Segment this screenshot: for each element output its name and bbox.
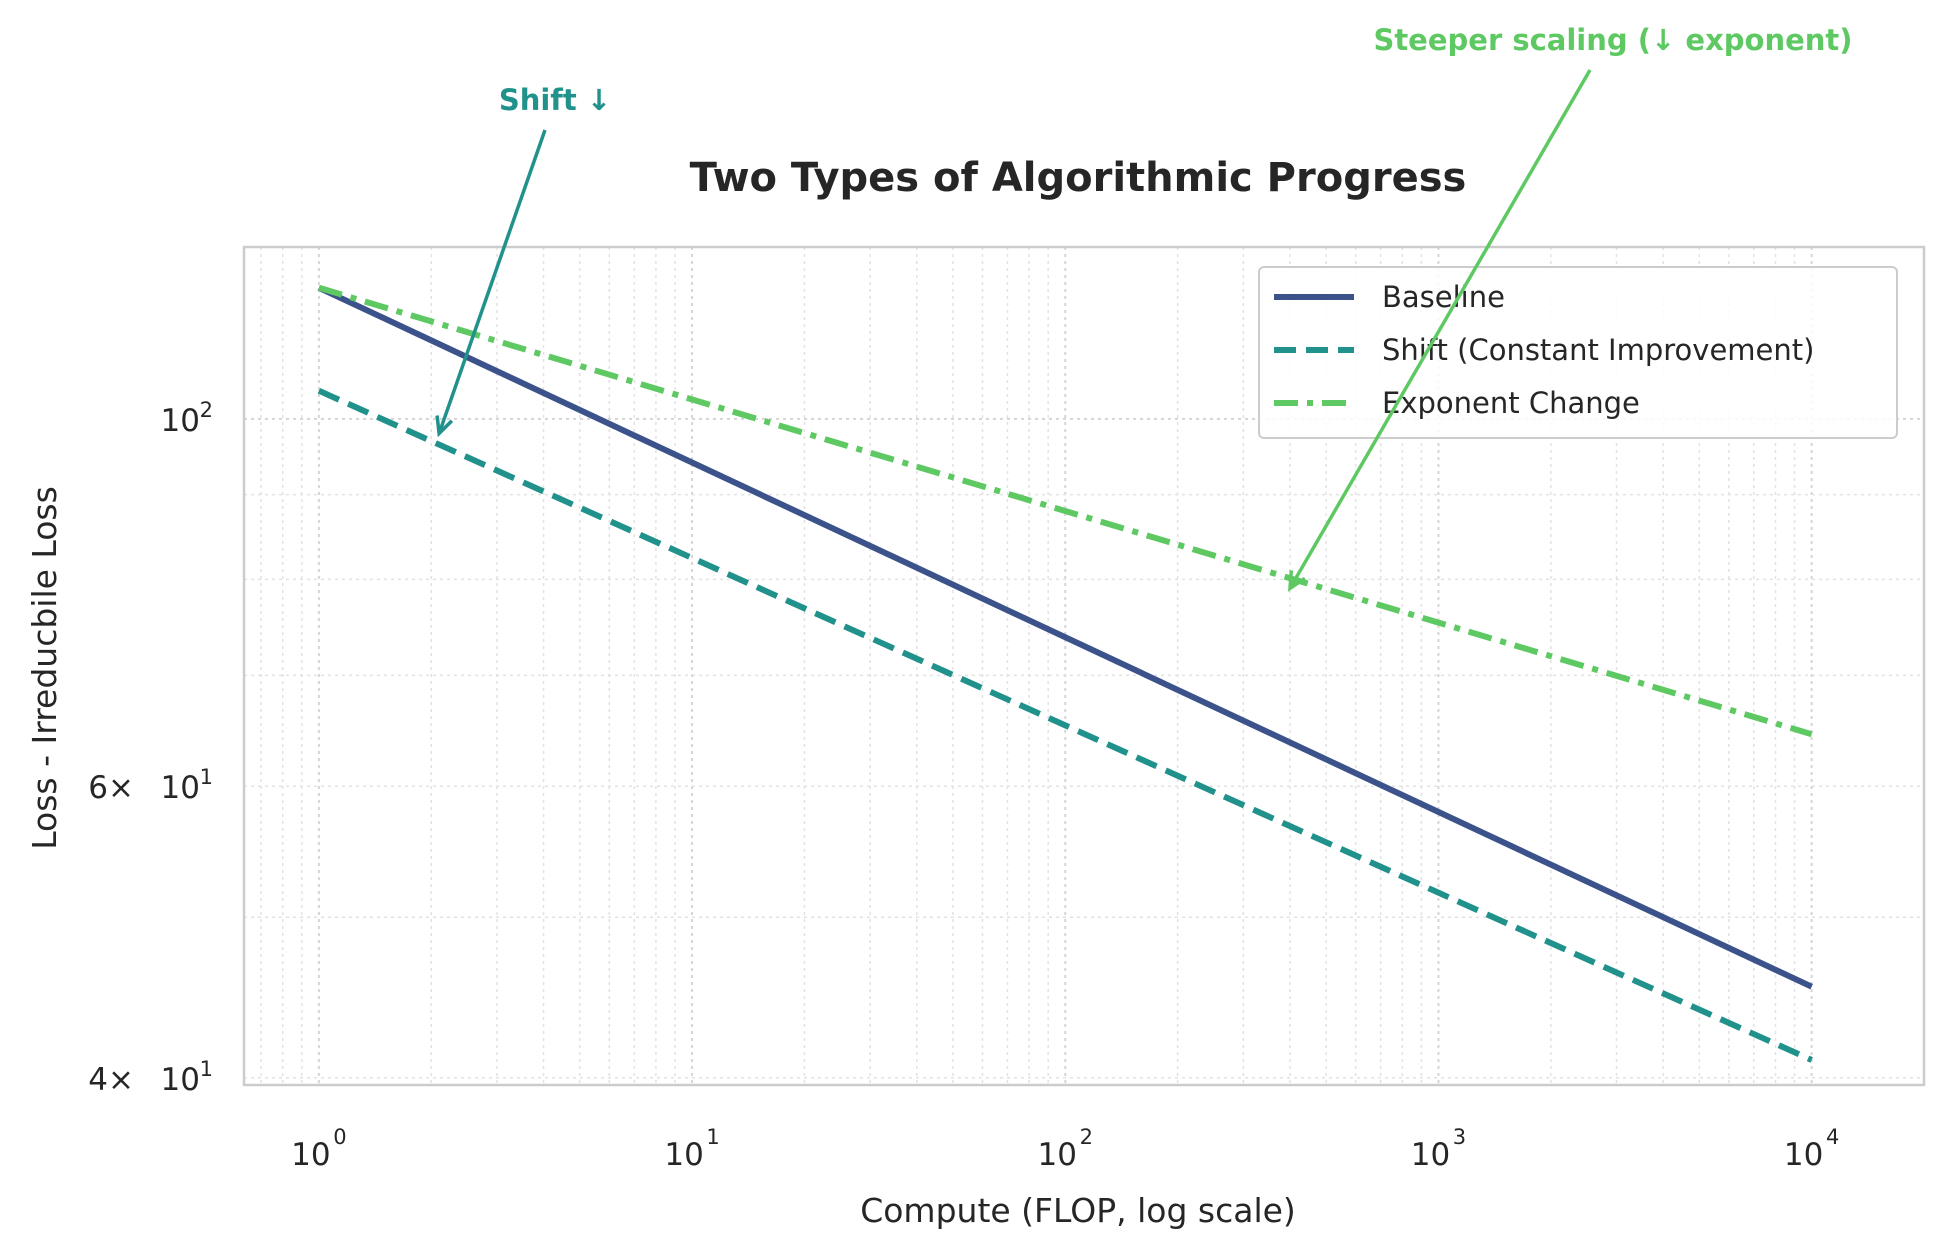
- y-tick-label: 210: [161, 398, 213, 439]
- annotation-steeper-scaling-arrow: [1288, 69, 1592, 590]
- x-tick-exponent: 4: [1826, 1125, 1839, 1149]
- x-tick-exponent: 2: [1080, 1125, 1093, 1149]
- x-tick-base: 10: [1411, 1137, 1450, 1173]
- legend-label-shift: Shift (Constant Improvement): [1382, 333, 1814, 367]
- x-tick-label: 10 4: [1784, 1125, 1839, 1173]
- annotations: Shift ↓ Steeper scaling (↓ exponent): [435, 23, 1853, 592]
- y-axis-label: Loss - Irreducbile Loss: [25, 486, 64, 850]
- x-tick-base: 10: [1038, 1137, 1077, 1173]
- legend: Baseline Shift (Constant Improvement) Ex…: [1258, 266, 1898, 439]
- y-tick-exponent: 2: [200, 398, 213, 422]
- annotation-shift-arrowhead: [435, 415, 454, 438]
- y-tick-base: 10: [161, 1062, 200, 1098]
- x-tick-base: 10: [1784, 1137, 1823, 1173]
- x-tick-exponent: 0: [333, 1125, 346, 1149]
- legend-label-baseline: Baseline: [1382, 280, 1505, 314]
- y-tick-exponent: 1: [200, 1057, 213, 1081]
- y-tick-base: 10: [161, 770, 200, 806]
- y-tick-exponent: 1: [200, 765, 213, 789]
- x-tick-base: 10: [664, 1137, 703, 1173]
- y-tick-base: 10: [161, 403, 200, 439]
- x-tick-label: 10 1: [664, 1125, 719, 1173]
- x-tick-label: 10 2: [1038, 1125, 1093, 1173]
- plot-frame: [242, 245, 1926, 1087]
- annotation-shift-text: Shift ↓: [499, 83, 611, 117]
- x-axis-ticks: 10 0 10 1 10 2 10 3 10 4: [291, 1125, 1839, 1173]
- series-line-exponent-change: [318, 284, 1813, 738]
- y-tick-mantissa: 6×: [88, 770, 134, 806]
- y-tick-mantissa: 4×: [88, 1062, 134, 1098]
- y-tick-label: 110 4×: [88, 1057, 213, 1098]
- x-tick-exponent: 3: [1453, 1125, 1466, 1149]
- chart-title: Two Types of Algorithmic Progress: [690, 155, 1467, 201]
- annotation-steeper-scaling-arrowhead: [1287, 570, 1306, 592]
- legend-label-exponent-change: Exponent Change: [1382, 386, 1640, 420]
- x-tick-label: 10 0: [291, 1125, 346, 1173]
- annotation-shift-arrow: [437, 129, 547, 434]
- series-line-baseline: [317, 285, 1813, 990]
- series-layer: [317, 284, 1813, 1063]
- x-tick-base: 10: [291, 1137, 330, 1173]
- x-tick-exponent: 1: [706, 1125, 719, 1149]
- x-axis-label: Compute (FLOP, log scale): [860, 1191, 1296, 1230]
- annotation-steeper-scaling-text: Steeper scaling (↓ exponent): [1373, 23, 1852, 57]
- legend-frame: [1258, 266, 1898, 439]
- x-tick-label: 10 3: [1411, 1125, 1466, 1173]
- y-tick-label: 110 6×: [88, 765, 213, 806]
- series-line-shift: [317, 387, 1813, 1063]
